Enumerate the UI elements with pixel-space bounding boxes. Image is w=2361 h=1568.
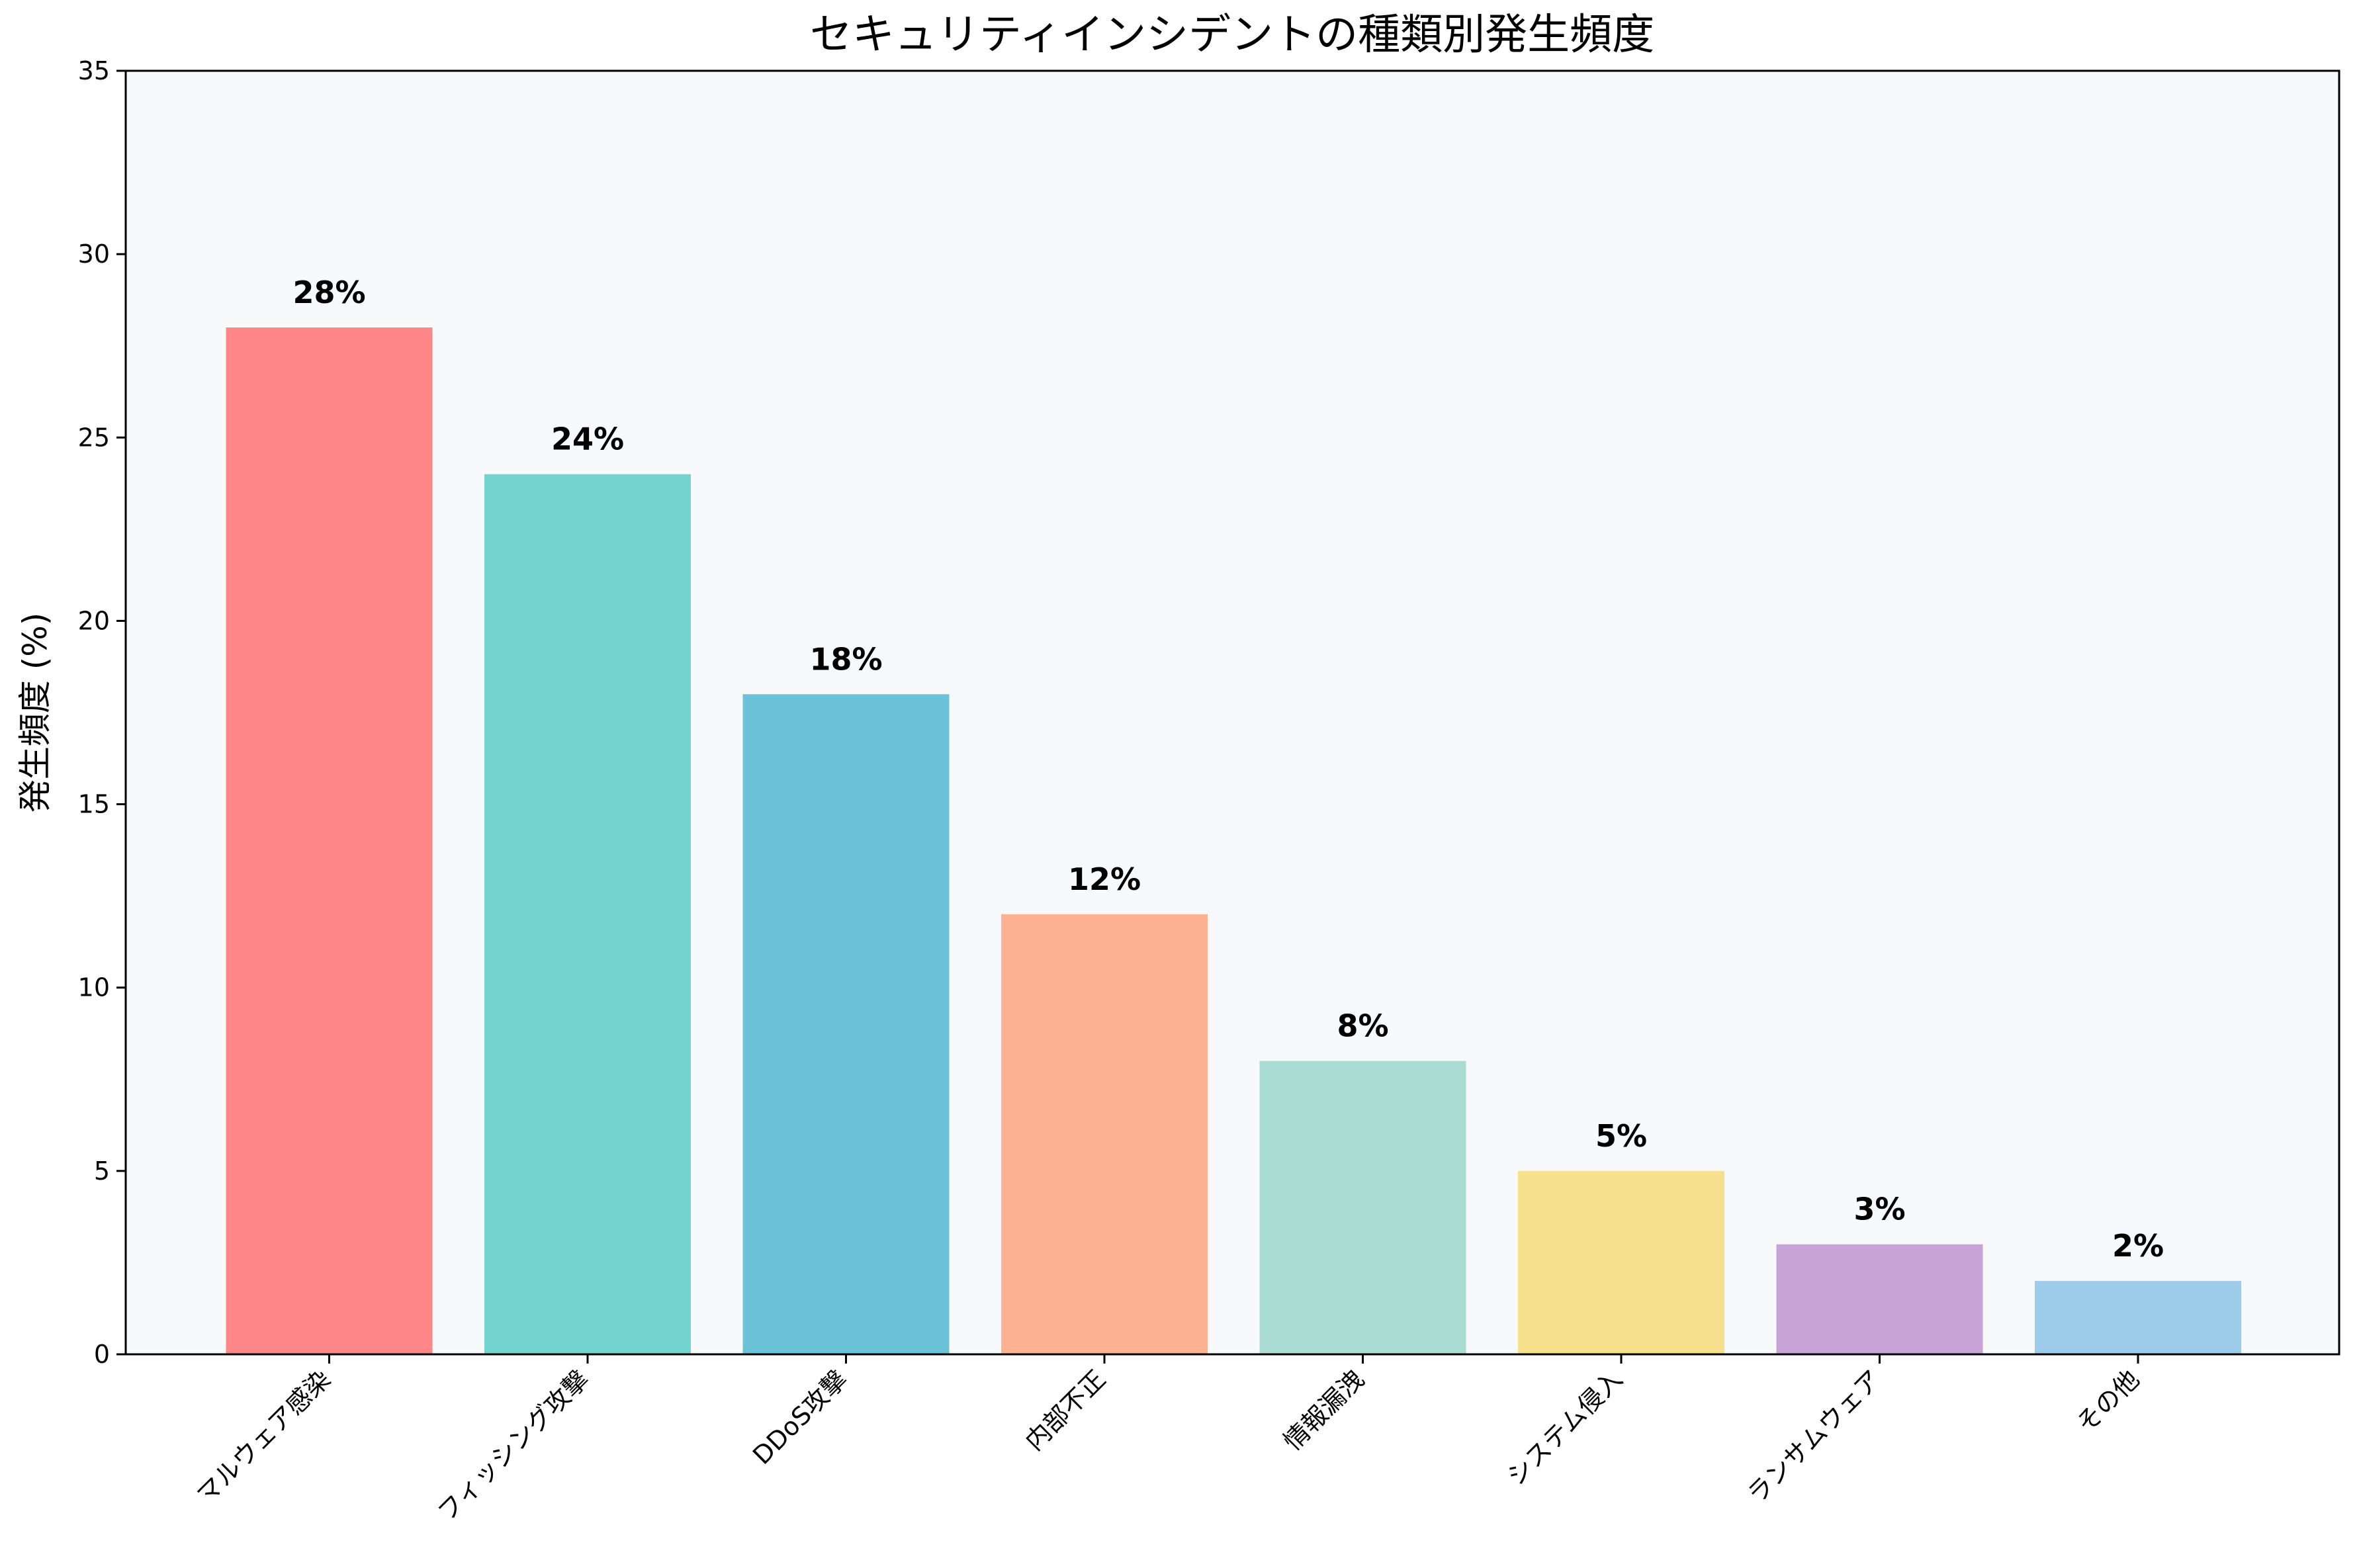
- bar-value-label: 24%: [551, 421, 624, 457]
- bar: [742, 694, 950, 1354]
- plot-area: [126, 71, 2339, 1354]
- bar-value-label: 5%: [1595, 1118, 1647, 1154]
- bar-value-label: 18%: [809, 641, 882, 677]
- plot-frame: [124, 69, 2340, 1356]
- bar: [484, 474, 691, 1354]
- bar-value-label: 2%: [2112, 1228, 2164, 1264]
- bar: [1776, 1244, 1983, 1354]
- bar: [226, 327, 433, 1354]
- bar: [1001, 914, 1208, 1354]
- y-tick-label: 10: [78, 973, 110, 1002]
- y-tick-label: 15: [78, 790, 110, 819]
- y-tick-label: 30: [78, 240, 110, 269]
- y-tick-label: 0: [94, 1340, 110, 1369]
- y-tick-label: 20: [78, 606, 110, 635]
- y-tick-label: 35: [78, 56, 110, 85]
- bar-value-label: 8%: [1337, 1008, 1388, 1044]
- y-tick-label: 25: [78, 423, 110, 452]
- chart-title: セキュリティインシデントの種類別発生頻度: [810, 11, 1654, 60]
- bar: [1518, 1170, 1724, 1354]
- bar: [1259, 1061, 1466, 1354]
- bars-group: [226, 327, 2241, 1354]
- y-axis-label: 発生頻度 (%): [16, 613, 54, 812]
- data-labels-group: 28% 24% 18% 12% 8% 5% 3% 2%: [292, 275, 2164, 1264]
- y-axis: 0 5 10 15 20 25 30 35: [78, 56, 126, 1369]
- bar-value-label: 3%: [1853, 1192, 1905, 1227]
- bar-value-label: 28%: [292, 275, 365, 310]
- y-tick-label: 5: [94, 1156, 110, 1186]
- bar: [2035, 1281, 2241, 1354]
- bar-value-label: 12%: [1068, 861, 1141, 897]
